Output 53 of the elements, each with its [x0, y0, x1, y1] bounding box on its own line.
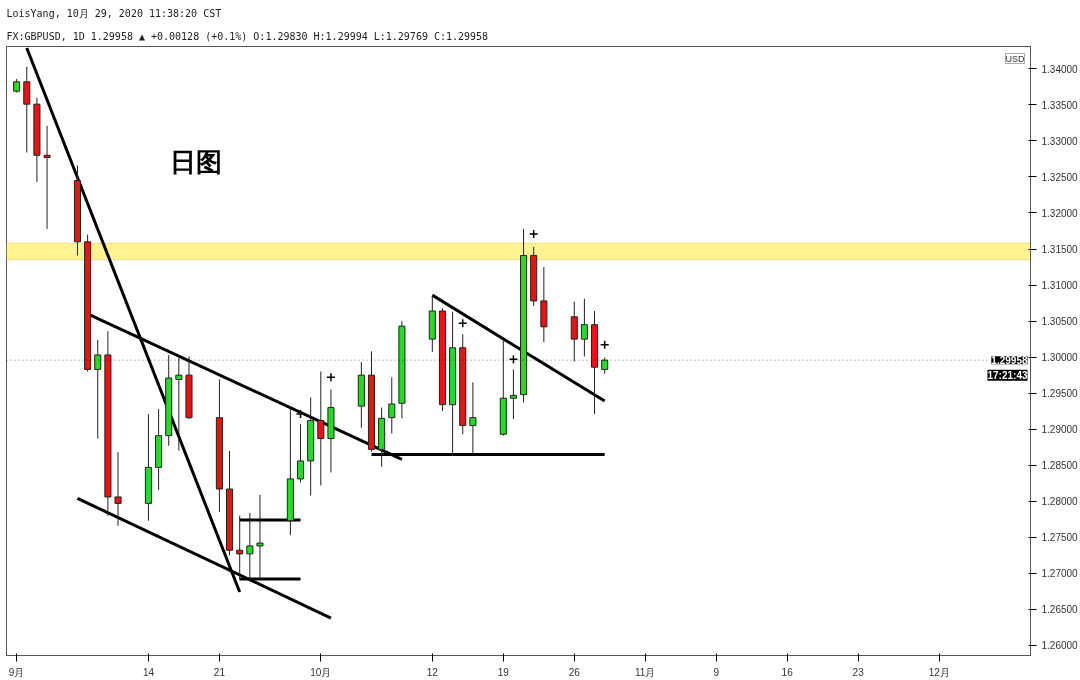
point	[528, 229, 539, 239]
candlestick	[469, 381, 477, 455]
x-tick-label: 26	[568, 666, 581, 678]
chart-subtitle: FX:GBPUSD, 1D 1.29958 ▲ +0.00128 (+0.1%) O:1.29830 H:1.29994 L:1.29769 C:1.29958	[6, 30, 489, 42]
y-tick-label: 1.33000	[1041, 135, 1079, 147]
candlestick	[296, 423, 305, 484]
x-tick-label: 12月	[928, 666, 950, 678]
y-tick-label: 1.32500	[1041, 171, 1079, 183]
candlestick	[114, 451, 122, 527]
candlestick	[94, 339, 102, 440]
chart-title: LoisYang, 10月 29, 2020 11:38:20 CST	[6, 7, 222, 19]
candlestick	[246, 512, 254, 582]
x-tick-label: 11月	[635, 666, 656, 678]
candlestick	[580, 298, 588, 357]
candlestick	[317, 371, 325, 486]
annotation: 日图	[170, 147, 223, 178]
candlestick	[570, 301, 578, 362]
y-tick-label: 1.31000	[1041, 280, 1079, 292]
x-tick-label: 23	[852, 666, 865, 678]
y-tick-label: 1.28000	[1041, 496, 1079, 508]
x-tick-label: 9	[713, 666, 720, 678]
x-tick-label: 16	[781, 666, 794, 678]
y-tick-label: 1.30500	[1041, 316, 1079, 328]
candlestick	[175, 357, 183, 452]
annotation: USD	[1005, 53, 1025, 64]
x-tick-label: 12	[426, 666, 439, 678]
y-tick-label: 1.27500	[1041, 532, 1079, 544]
y-tick-label: 1.28500	[1041, 460, 1079, 472]
point	[326, 372, 336, 383]
x-tick-label: 19	[497, 666, 510, 678]
y-tick-label: 1.29500	[1041, 388, 1079, 400]
candlestick	[256, 494, 264, 581]
point	[599, 340, 610, 350]
y-tick-label: 1.30000	[1041, 352, 1079, 364]
candlestick	[43, 125, 51, 230]
x-tick-label: 9月	[8, 666, 25, 678]
y-tick-label: 1.31500	[1041, 244, 1079, 256]
annotation: 17:21:43	[987, 369, 1028, 381]
candlestick	[236, 515, 244, 581]
candlestick	[23, 66, 31, 153]
candlestick	[388, 376, 396, 435]
y-tick-label: 1.33500	[1041, 99, 1079, 111]
y-tick-label: 1.27000	[1041, 568, 1079, 580]
candlestick	[509, 368, 517, 420]
y-tick-label: 1.26500	[1041, 604, 1079, 616]
x-tick-label: 10月	[310, 666, 332, 678]
x-tick-label: 21	[213, 666, 226, 678]
y-tick-label: 1.34000	[1041, 63, 1079, 75]
y-tick-label: 1.26000	[1041, 640, 1079, 652]
y-tick-label: 1.29000	[1041, 424, 1079, 436]
x-tick-label: 14	[142, 666, 155, 678]
y-tick-label: 1.32000	[1041, 207, 1079, 219]
ref-line-label: 1.29958	[991, 355, 1028, 367]
